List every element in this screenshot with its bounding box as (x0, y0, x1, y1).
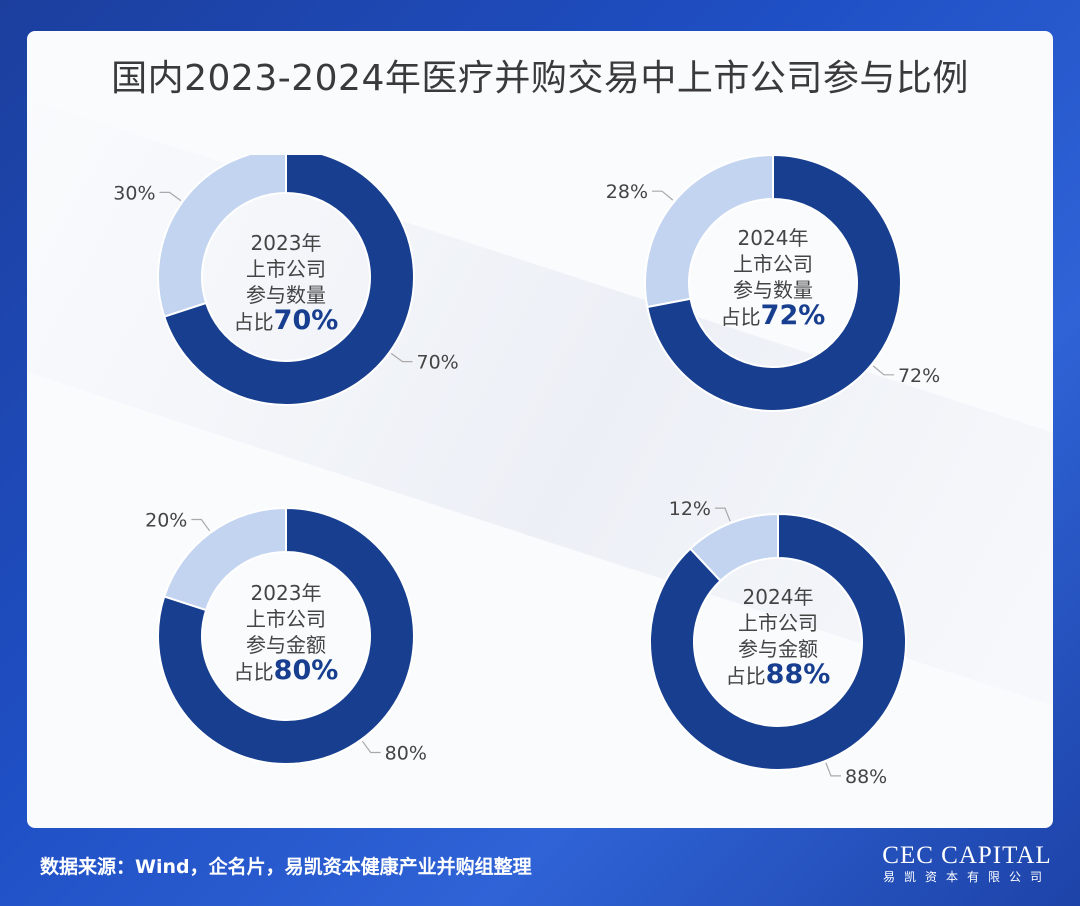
brand-name-en: CEC CAPITAL (882, 842, 1052, 869)
donut-chart-2023-count: 70% 30% 2023年 上市公司 参与数量 占比70% (100, 155, 480, 485)
donut-chart-2024-count: 72% 28% 2024年 上市公司 参与数量 占比72% (587, 155, 967, 485)
leader-line (872, 365, 894, 376)
center-share: 占比70% (196, 305, 376, 336)
leader-line (159, 191, 182, 202)
slice-label: 72% (898, 365, 940, 387)
donut-svg: 88% 12% (649, 500, 907, 788)
data-source-note: 数据来源：Wind，企名片，易凯资本健康产业并购组整理 (40, 856, 532, 878)
center-share: 占比80% (196, 655, 376, 686)
center-share: 占比88% (688, 659, 868, 690)
slice-other (644, 155, 774, 309)
brand-name-cn: 易凯资本有限公司 (882, 870, 1051, 884)
slice-listed-company (649, 512, 907, 771)
center-line-company: 上市公司 (738, 611, 818, 635)
center-pct: 72% (760, 300, 826, 331)
center-share: 占比72% (683, 300, 863, 331)
slice-listed-company (163, 155, 415, 406)
leader-line (714, 507, 731, 522)
slice-label: 20% (145, 510, 187, 532)
center-line-metric: 参与数量 (733, 278, 813, 302)
center-line-year: 2024年 (742, 585, 814, 609)
center-line-metric: 参与数量 (246, 283, 326, 307)
donut-center-text: 2024年 上市公司 参与数量 占比72% (683, 225, 863, 330)
leader-line (825, 762, 842, 777)
center-pct: 80% (273, 655, 339, 686)
slice-other (163, 506, 287, 612)
center-prefix: 占比 (720, 305, 761, 329)
donut-svg: 72% 28% (606, 155, 940, 412)
donut-chart-2024-amount: 88% 12% 2024年 上市公司 参与金额 占比88% (587, 500, 967, 830)
center-line-year: 2024年 (737, 226, 809, 250)
center-pct: 88% (765, 659, 831, 690)
slice-label: 70% (416, 352, 458, 374)
slice-label: 28% (606, 181, 648, 203)
donut-center-text: 2023年 上市公司 参与数量 占比70% (196, 230, 376, 335)
center-prefix: 占比 (233, 660, 274, 684)
leader-line (652, 190, 674, 201)
slice-label: 88% (845, 766, 887, 788)
slice-other (688, 512, 779, 583)
chart-title: 国内2023-2024年医疗并购交易中上市公司参与比例 (111, 58, 969, 99)
donut-svg: 80% 20% (145, 506, 427, 765)
center-pct: 70% (273, 305, 339, 336)
center-line-metric: 参与金额 (246, 633, 326, 657)
center-prefix: 占比 (725, 664, 766, 688)
slice-label: 12% (669, 500, 711, 520)
slice-label: 30% (113, 182, 155, 204)
donut-chart-2023-amount: 80% 20% 2023年 上市公司 参与金额 占比80% (100, 500, 480, 830)
donut-svg: 70% 30% (113, 155, 459, 406)
center-prefix: 占比 (233, 310, 274, 334)
donut-center-text: 2024年 上市公司 参与金额 占比88% (688, 584, 868, 689)
slice-label: 80% (385, 742, 427, 764)
brand-logo: CEC CAPITAL 易凯资本有限公司 (878, 842, 1056, 885)
slice-other (157, 155, 287, 318)
center-line-year: 2023年 (250, 231, 322, 255)
slice-listed-company (157, 506, 415, 765)
center-line-metric: 参与金额 (738, 637, 818, 661)
leader-line (191, 518, 211, 532)
center-line-company: 上市公司 (733, 252, 813, 276)
center-line-company: 上市公司 (246, 607, 326, 631)
center-line-company: 上市公司 (246, 257, 326, 281)
center-line-year: 2023年 (250, 581, 322, 605)
leader-line (361, 740, 381, 754)
donut-center-text: 2023年 上市公司 参与金额 占比80% (196, 580, 376, 685)
leader-line (390, 352, 413, 363)
slice-listed-company (646, 155, 902, 412)
